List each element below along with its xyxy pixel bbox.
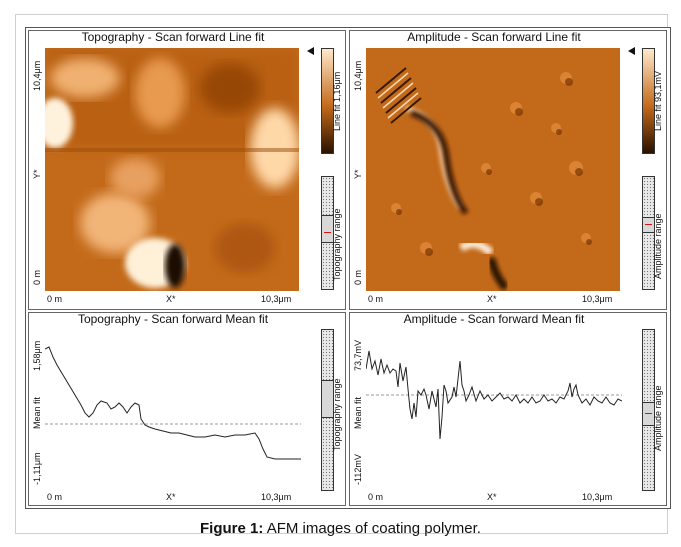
range-handle[interactable] [321,215,334,243]
profile-line [366,350,622,440]
colorbar-pointer-icon [628,47,635,55]
afm-figure: Topography - Scan forward Line fit 10,4μ… [25,27,671,509]
topography-image [45,48,299,291]
profile-line [45,346,301,460]
panel-title: Amplitude - Scan forward Mean fit [403,312,585,326]
range-label: Topography range [332,208,342,281]
range-label: Topography range [332,378,342,451]
range-handle[interactable] [321,380,334,418]
panel-topography-image: Topography - Scan forward Line fit 10,4μ… [28,30,346,310]
panel-title: Topography - Scan forward Mean fit [77,312,269,326]
range-slider[interactable] [321,329,334,491]
topography-profile-plot [45,346,301,460]
y-axis-bottom-label: 0 m [32,269,42,285]
panel-amplitude-line: Amplitude - Scan forward Mean fit 73,7mV… [349,312,667,506]
amplitude-image [366,48,620,291]
x-axis-right-label: 10,3μm [582,492,613,502]
x-axis-left-label: 0 m [368,492,384,502]
x-axis-right-label: 10,3μm [582,294,613,304]
y-axis-top-label: 10,4μm [32,60,42,91]
figure-caption: Figure 1: AFM images of coating polymer. [0,520,681,537]
amplitude-profile-plot [366,350,622,440]
x-axis-left-label: 0 m [47,492,63,502]
colorbar [321,48,334,154]
y-axis-top-label: 10,4μm [353,60,363,91]
y-axis-top-label: 1,58μm [32,340,42,371]
panel-amplitude-image: Amplitude - Scan forward Line fit 10,4μm… [349,30,667,310]
x-axis-right-label: 10,3μm [261,492,292,502]
y-axis-mid-label: Y* [353,169,363,179]
panel-topography-line: Topography - Scan forward Mean fit 1,58μ… [28,312,346,506]
y-axis-bottom-label: 0 m [353,269,363,285]
range-label: Amplitude range [653,213,663,279]
x-axis-right-label: 10,3μm [261,294,292,304]
colorbar-label: Line fit 93,1mV [653,70,663,131]
x-axis-left-label: 0 m [47,294,63,304]
range-marker [645,224,652,225]
colorbar [642,48,655,154]
x-axis-mid-label: X* [487,294,497,304]
caption-text: AFM images of coating polymer. [263,520,481,537]
colorbar-pointer-icon [307,47,314,55]
panel-title: Amplitude - Scan forward Line fit [407,30,581,44]
range-handle[interactable] [642,402,655,426]
y-axis-top-label: 73,7mV [353,339,363,371]
colorbar-label: Line fit 1,16μm [332,71,342,131]
y-axis-mid-label: Mean fit [32,396,42,429]
x-axis-mid-label: X* [487,492,497,502]
y-axis-mid-label: Y* [32,169,42,179]
x-axis-left-label: 0 m [368,294,384,304]
range-marker [324,232,331,233]
caption-label: Figure 1: [200,520,264,537]
range-label: Amplitude range [653,385,663,451]
y-axis-bottom-label: -1,11μm [32,452,42,485]
x-axis-mid-label: X* [166,294,176,304]
y-axis-mid-label: Mean fit [353,396,363,429]
range-slider[interactable] [642,176,655,290]
range-marker [645,413,652,414]
range-handle[interactable] [642,217,655,233]
x-axis-mid-label: X* [166,492,176,502]
y-axis-bottom-label: -112mV [353,454,363,485]
range-slider[interactable] [642,329,655,491]
panel-title: Topography - Scan forward Line fit [81,30,265,44]
range-slider[interactable] [321,176,334,290]
